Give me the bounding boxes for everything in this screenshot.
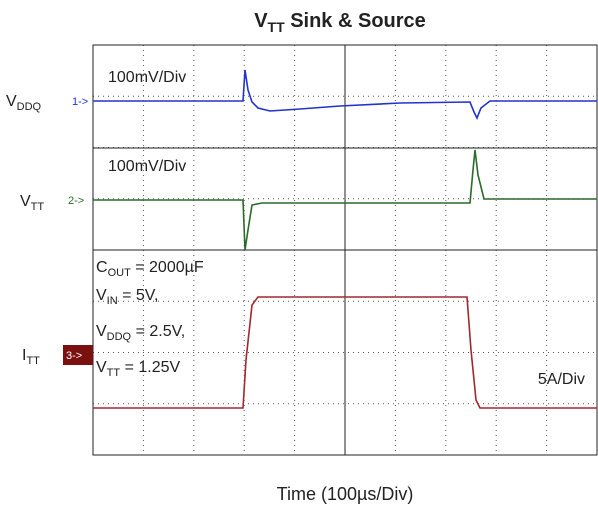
title-main: V — [254, 10, 268, 32]
cond-rest: = 1.25V — [120, 359, 180, 376]
cond-main: V — [96, 287, 107, 304]
cond-rest: = 2000µF — [131, 259, 204, 276]
condition: COUT = 2000µF — [96, 259, 204, 279]
cond-sub: DDQ — [107, 331, 132, 343]
ch1-waveform — [93, 69, 597, 120]
cond-sub: OUT — [108, 267, 132, 279]
ch1-scale: 100mV/Div — [108, 69, 186, 86]
cond-main: V — [96, 323, 107, 340]
label-sub: DDQ — [17, 101, 42, 113]
condition: VDDQ = 2.5V, — [96, 323, 185, 343]
ch2-waveform — [93, 149, 597, 251]
ch1-marker: 1-> — [72, 96, 88, 108]
cond-sub: TT — [107, 367, 121, 379]
label-main: I — [22, 347, 26, 364]
cond-main: C — [96, 259, 108, 276]
condition: VIN = 5V, — [96, 287, 158, 307]
label-main: V — [20, 193, 31, 210]
title-sub: TT — [268, 19, 286, 35]
label-sub: TT — [26, 355, 40, 367]
ch2-scale: 100mV/Div — [108, 158, 186, 175]
cond-rest: = 5V, — [118, 287, 159, 304]
condition: VTT = 1.25V — [96, 359, 181, 379]
ch3-waveform — [93, 296, 597, 409]
cond-main: V — [96, 359, 107, 376]
ch2-label: VTT — [20, 193, 44, 213]
ch1-label: VDDQ — [6, 93, 42, 113]
x-axis-label: Time (100µs/Div) — [277, 484, 414, 504]
label-main: V — [6, 93, 17, 110]
cond-rest: = 2.5V, — [131, 323, 185, 340]
cond-sub: IN — [107, 295, 118, 307]
ch3-marker-box — [63, 345, 93, 365]
label-sub: TT — [31, 201, 45, 213]
ch3-label: ITT — [22, 347, 40, 367]
ch3-marker: 3-> — [66, 350, 82, 362]
conditions: COUT = 2000µF VIN = 5V, VDDQ = 2.5V, VTT… — [96, 259, 204, 379]
figure-title: VTT Sink & Source — [254, 10, 426, 35]
ch3-scale: 5A/Div — [538, 371, 585, 388]
ch2-marker: 2-> — [68, 195, 84, 207]
title-rest: Sink & Source — [285, 10, 426, 32]
